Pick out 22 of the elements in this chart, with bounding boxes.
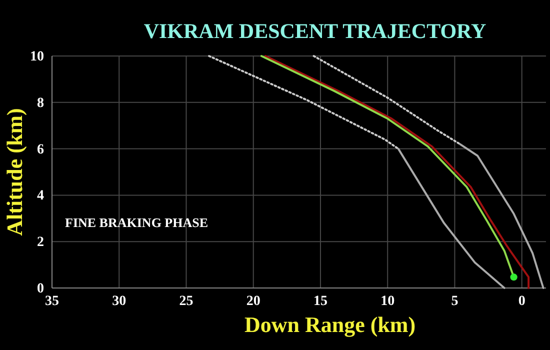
x-tick-label: 25 xyxy=(179,294,194,309)
x-axis-title: Down Range (km) xyxy=(244,312,416,337)
y-tick-label: 4 xyxy=(37,188,44,204)
x-tick-label: 20 xyxy=(246,294,260,309)
y-tick-label: 2 xyxy=(37,235,44,250)
line-series xyxy=(208,55,400,150)
y-axis-title: Altitude (km) xyxy=(2,108,27,236)
y-tick-label: 6 xyxy=(37,142,44,158)
y-tick-label: 10 xyxy=(30,49,44,64)
annotation: FINE BRAKING PHASE xyxy=(65,215,208,230)
x-tick-label: 5 xyxy=(451,294,458,309)
x-tick-label: 0 xyxy=(518,294,526,309)
x-tick-label: 15 xyxy=(313,294,328,309)
y-tick-label: 0 xyxy=(37,281,44,296)
y-tick-label: 8 xyxy=(37,96,44,111)
chart-title: VIKRAM DESCENT TRAJECTORY xyxy=(144,19,486,43)
line-series xyxy=(459,143,544,289)
x-tick-label: 10 xyxy=(380,294,395,309)
line-series xyxy=(312,55,462,146)
line-series xyxy=(397,148,506,289)
x-tick-label: 30 xyxy=(112,294,126,309)
x-tick-label: 35 xyxy=(45,294,59,309)
